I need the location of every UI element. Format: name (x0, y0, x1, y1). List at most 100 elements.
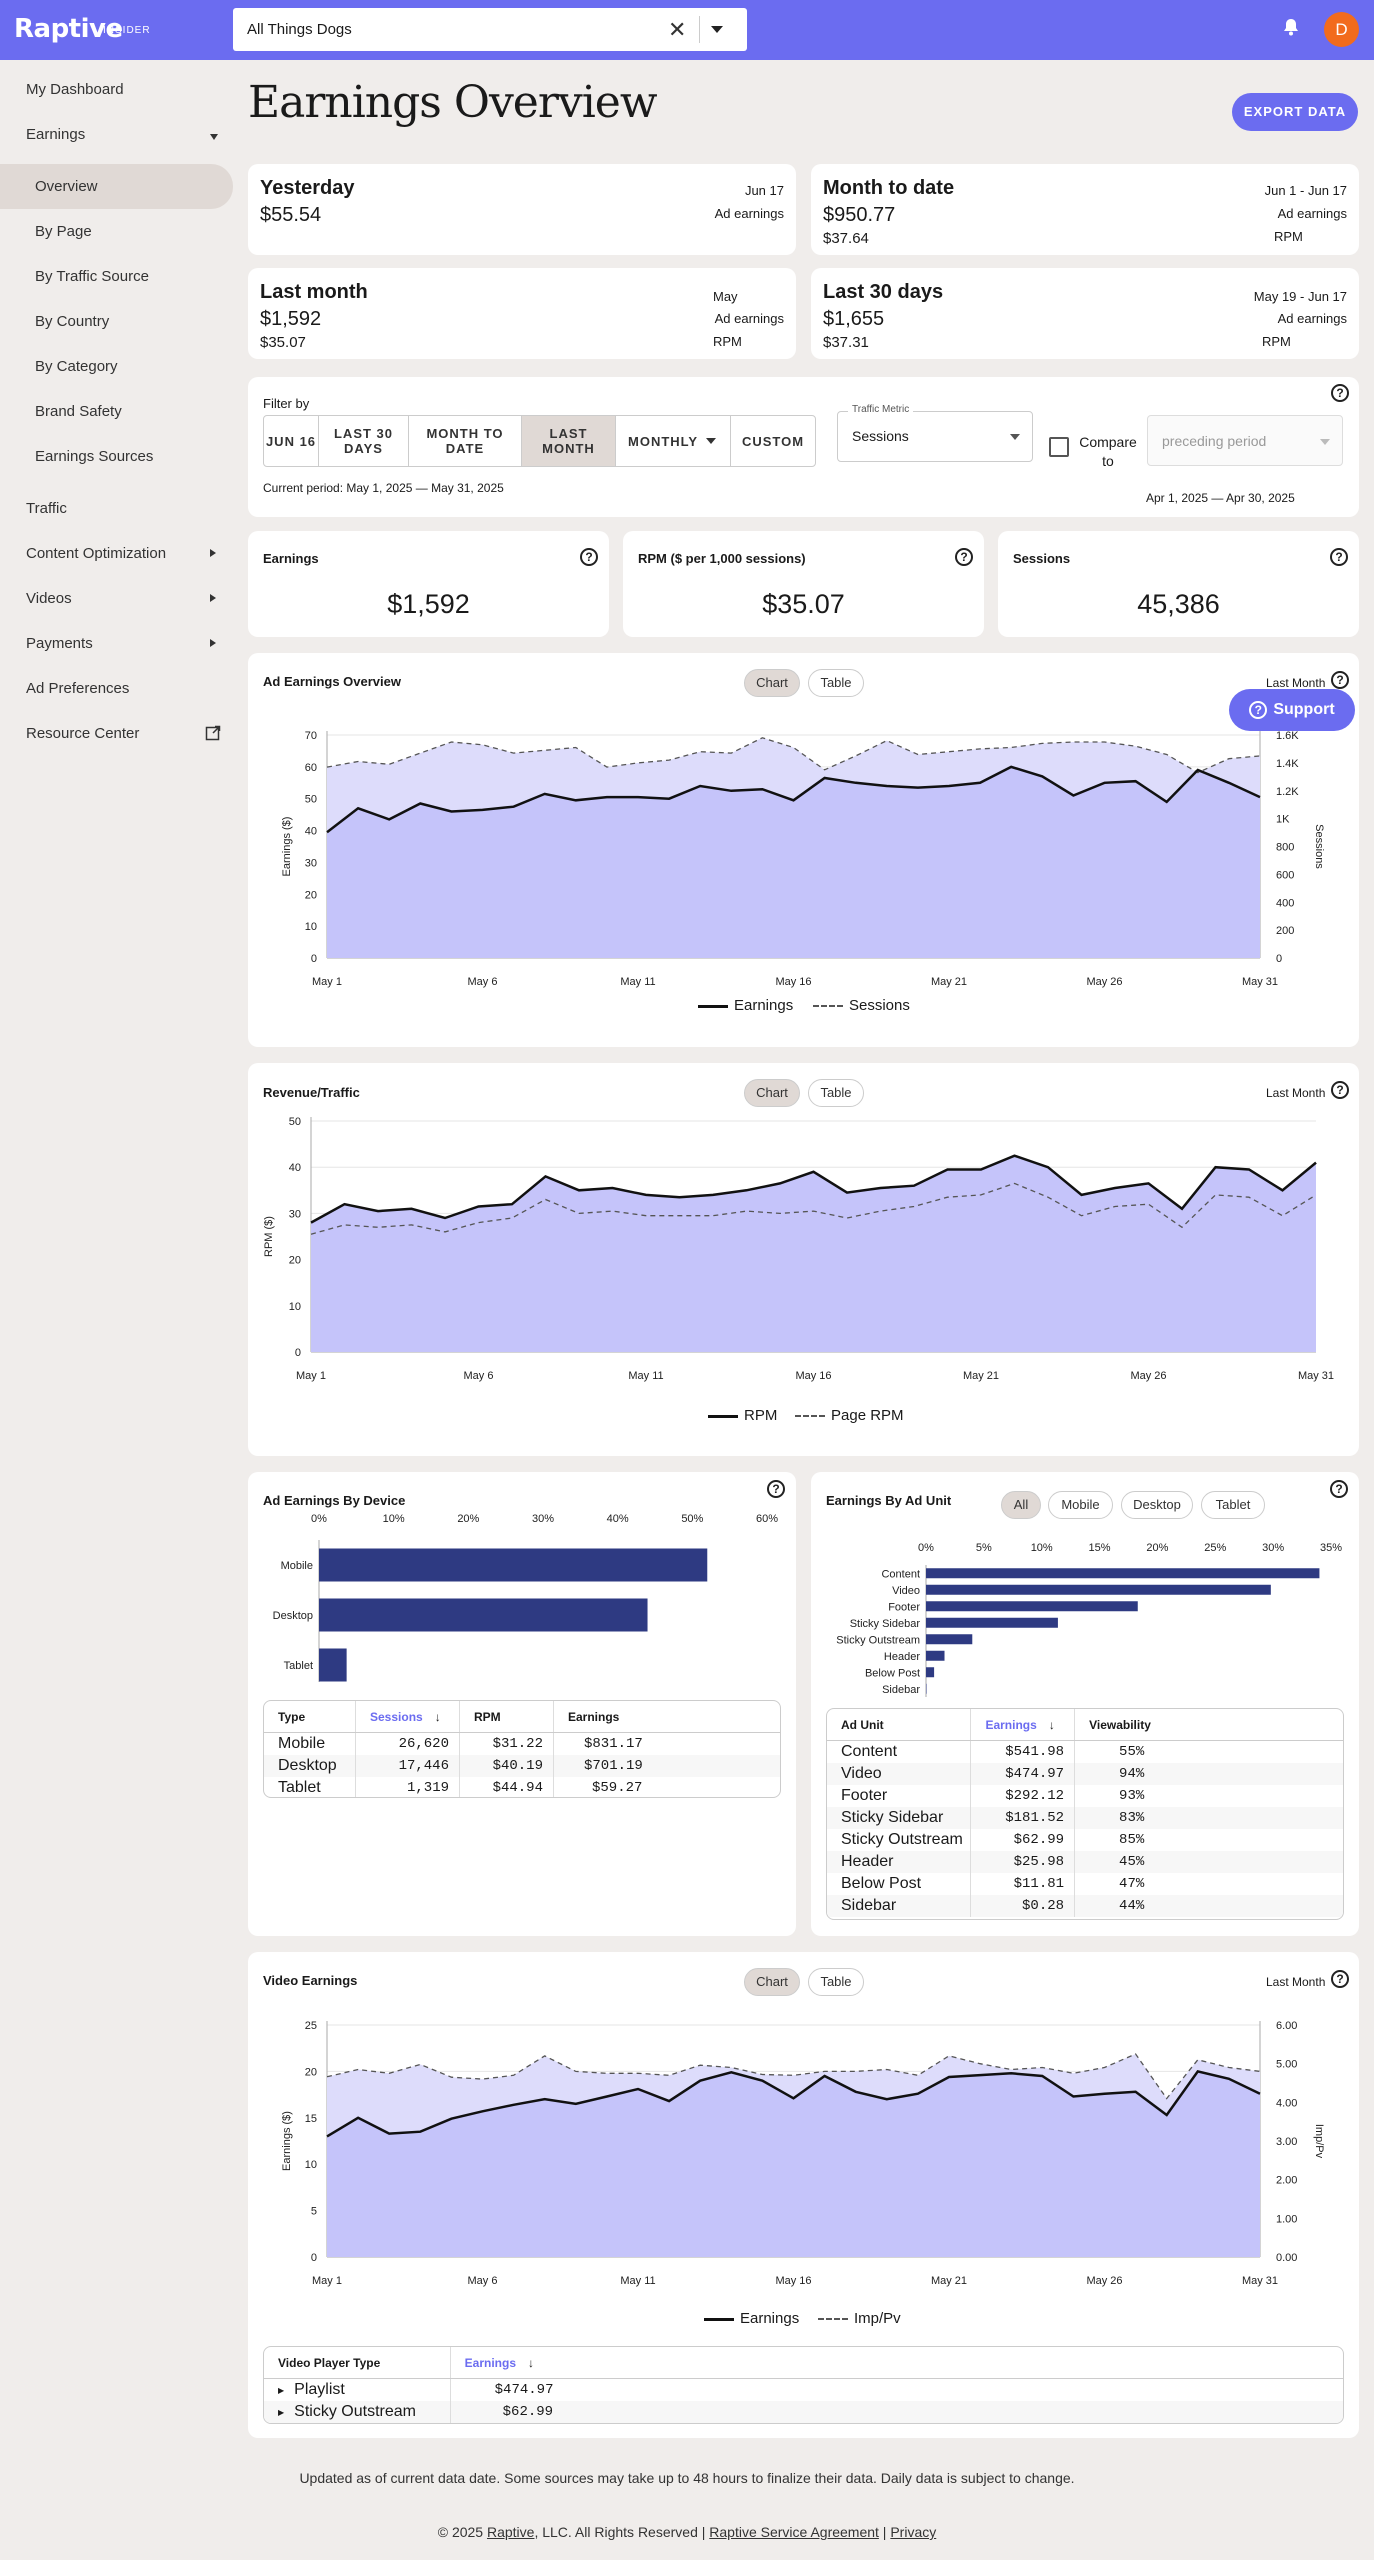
sidebar-item-by-category[interactable]: By Category (35, 358, 118, 375)
support-button[interactable]: ? Support (1229, 689, 1355, 731)
adunit-filter-desktop[interactable]: Desktop (1121, 1491, 1193, 1519)
help-icon[interactable]: ? (1331, 1970, 1349, 1988)
x-tick-label: May 1 (312, 2275, 342, 2287)
site-select[interactable]: All Things Dogs ✕ (233, 8, 747, 51)
y-axis-label: Earnings ($) (281, 817, 293, 877)
external-link-icon[interactable] (205, 725, 221, 746)
help-icon[interactable]: ? (580, 548, 598, 566)
chevron-right-icon[interactable] (210, 639, 216, 647)
sidebar-item-by-traffic-source[interactable]: By Traffic Source (35, 268, 149, 285)
sidebar-item-videos[interactable]: Videos (26, 590, 72, 607)
col-type[interactable]: Type (264, 1701, 356, 1732)
raptive-link[interactable]: Raptive (486, 2524, 535, 2540)
chevron-right-icon[interactable] (210, 549, 216, 557)
cell-ad-unit: Sticky Outstream (827, 1829, 972, 1851)
clear-icon[interactable]: ✕ (668, 17, 687, 42)
col-earnings[interactable]: Earnings ↓ (971, 1709, 1076, 1740)
chevron-right-icon[interactable] (210, 594, 216, 602)
legend-earnings: Earnings (704, 2310, 799, 2327)
cell-viewability: 93% (1119, 1788, 1145, 1804)
cell-ad-unit: Video (827, 1763, 972, 1785)
col-video-player-type[interactable]: Video Player Type (264, 2347, 451, 2378)
sidebar-item-payments[interactable]: Payments (26, 635, 93, 652)
filter-jun-16[interactable]: JUN 16 (263, 415, 319, 467)
kpi-label: Sessions (1013, 551, 1071, 566)
sidebar-item-brand-safety[interactable]: Brand Safety (35, 403, 122, 420)
filter-month-to-date[interactable]: MONTH TO DATE (408, 415, 522, 467)
col-sessions[interactable]: Sessions ↓ (356, 1701, 460, 1732)
compare-period-select[interactable]: preceding period (1147, 415, 1343, 466)
expand-arrow-icon[interactable]: ▶ (278, 2385, 285, 2395)
y-tick-label: 50 (305, 794, 317, 806)
stat-value: $55.54 (260, 204, 322, 226)
help-icon[interactable]: ? (1331, 384, 1349, 402)
filter-last-30-days[interactable]: LAST 30 DAYS (318, 415, 409, 467)
traffic-metric-select[interactable]: Traffic Metric Sessions (837, 404, 1033, 462)
chart-tab[interactable]: Chart (744, 1079, 800, 1107)
x-tick-label: 35% (1320, 1542, 1342, 1554)
stat-card-last-30-days: Last 30 days $1,655 $37.31 May 19 - Jun … (811, 268, 1359, 359)
sidebar-item-content-optimization[interactable]: Content Optimization (26, 545, 167, 562)
table-tab[interactable]: Table (808, 669, 864, 697)
cell-ad-unit: Below Post (827, 1873, 972, 1895)
expand-arrow-icon[interactable]: ▶ (278, 2407, 285, 2417)
adunit-filter-mobile[interactable]: Mobile (1048, 1491, 1113, 1519)
col-rpm[interactable]: RPM (460, 1701, 554, 1732)
sidebar-item-traffic[interactable]: Traffic (26, 500, 67, 517)
filter-last-month[interactable]: LAST MONTH (521, 415, 616, 467)
y-tick-label: 0 (311, 953, 317, 965)
cell-ad-unit: Sidebar (827, 1895, 972, 1917)
help-icon[interactable]: ? (955, 548, 973, 566)
col-viewability[interactable]: Viewability (1089, 1717, 1151, 1732)
cell-ad-unit: Sticky Sidebar (827, 1807, 972, 1829)
filter-monthly[interactable]: MONTHLY (615, 415, 731, 467)
x-tick-label: 60% (756, 1513, 778, 1525)
help-icon[interactable]: ? (1330, 548, 1348, 566)
chart-tab[interactable]: Chart (744, 669, 800, 697)
col-earnings[interactable]: Earnings ↓ (451, 2347, 1343, 2378)
col-ad-unit[interactable]: Ad Unit (827, 1709, 972, 1740)
filter-custom[interactable]: CUSTOM (730, 415, 816, 467)
raptive-logo[interactable]: Raptive (14, 14, 123, 44)
adunit-filter-tablet[interactable]: Tablet (1201, 1491, 1265, 1519)
help-icon[interactable]: ? (1331, 1081, 1349, 1099)
stat-value: $1,592 (260, 308, 322, 330)
current-period: Current period: May 1, 2025 — May 31, 20… (263, 481, 504, 495)
chart-title: Earnings By Ad Unit (826, 1493, 952, 1508)
adunit-filter-all[interactable]: All (1001, 1491, 1041, 1519)
sidebar-item-earnings-sources[interactable]: Earnings Sources (35, 448, 154, 465)
sidebar-item-by-page[interactable]: By Page (35, 223, 92, 240)
col-earnings[interactable]: Earnings (568, 1709, 620, 1724)
stat-value: $950.77 (823, 204, 896, 226)
chevron-down-icon[interactable] (711, 26, 723, 33)
y-tick-label: 20 (305, 889, 317, 901)
bell-icon[interactable] (1283, 18, 1299, 41)
sidebar-item-my-dashboard[interactable]: My Dashboard (26, 81, 124, 98)
chart-tab[interactable]: Chart (744, 1968, 800, 1996)
bar-sticky-sidebar (926, 1617, 1058, 1628)
sidebar-item-resource-center[interactable]: Resource Center (26, 725, 140, 742)
help-icon[interactable]: ? (1330, 1480, 1348, 1498)
compare-checkbox[interactable] (1049, 437, 1069, 457)
user-avatar[interactable]: D (1324, 12, 1359, 47)
table-row[interactable]: ▶ Sticky Outstream $62.99 (264, 2401, 1343, 2423)
kpi-value: 45,386 (1137, 589, 1220, 619)
table-tab[interactable]: Table (808, 1079, 864, 1107)
cell-type: Desktop (264, 1755, 356, 1777)
series-line-earnings (326, 765, 1261, 834)
export-data-button[interactable]: EXPORT DATA (1232, 93, 1358, 131)
help-icon[interactable]: ? (767, 1480, 785, 1498)
service-agreement-link[interactable]: Raptive Service Agreement (709, 2524, 879, 2540)
table-tab[interactable]: Table (808, 1968, 864, 1996)
sidebar-item-by-country[interactable]: By Country (35, 313, 110, 330)
cell-earnings: $474.97 (494, 2382, 554, 2398)
copyright: © 2025 Raptive, LLC. All Rights Reserved… (0, 2524, 1374, 2540)
stat-card-yesterday: Yesterday $55.54 Jun 17 Ad earnings (248, 164, 796, 255)
help-icon[interactable]: ? (1331, 671, 1349, 689)
sidebar-item-earnings[interactable]: Earnings (26, 126, 86, 143)
table-row[interactable]: ▶ Playlist $474.97 (264, 2379, 1343, 2401)
sidebar-item-ad-preferences[interactable]: Ad Preferences (26, 680, 130, 697)
sidebar-item-overview[interactable]: Overview (35, 178, 98, 195)
chevron-down-icon[interactable] (210, 134, 218, 140)
privacy-link[interactable]: Privacy (890, 2524, 937, 2540)
